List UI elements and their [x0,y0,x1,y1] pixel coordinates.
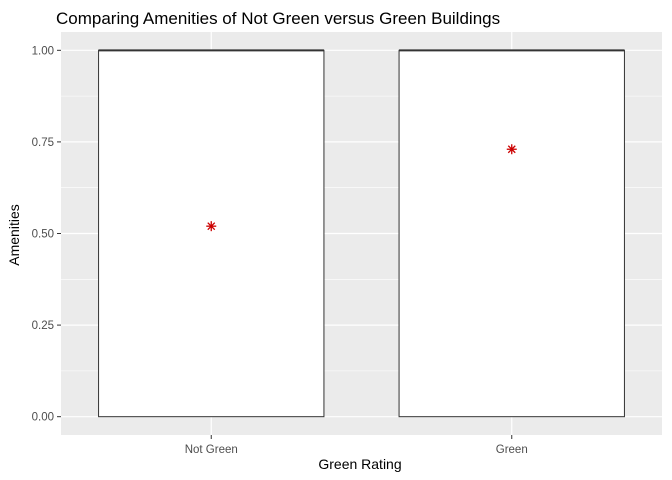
x-tick-label: Green [496,444,528,456]
y-tick-label: 0.50 [32,229,54,241]
x-tick-label: Not Green [185,444,238,456]
y-axis-title: Amenities [6,204,22,265]
y-tick-label: 1.00 [32,45,54,57]
boxes [98,49,625,418]
box-not-green [98,49,325,418]
y-tick-label: 0.75 [32,137,54,149]
chart-title: Comparing Amenities of Not Green versus … [56,9,500,28]
x-axis-title: Green Rating [318,456,401,472]
y-tick-label: 0.25 [32,320,54,332]
mean-marker [506,144,517,155]
y-axis: 0.00 0.25 0.50 0.75 1.00 [32,45,61,424]
y-tick-label: 0.00 [32,412,54,424]
x-axis: Not Green Green [185,435,528,456]
mean-marker [206,221,217,232]
box-green [398,49,625,418]
